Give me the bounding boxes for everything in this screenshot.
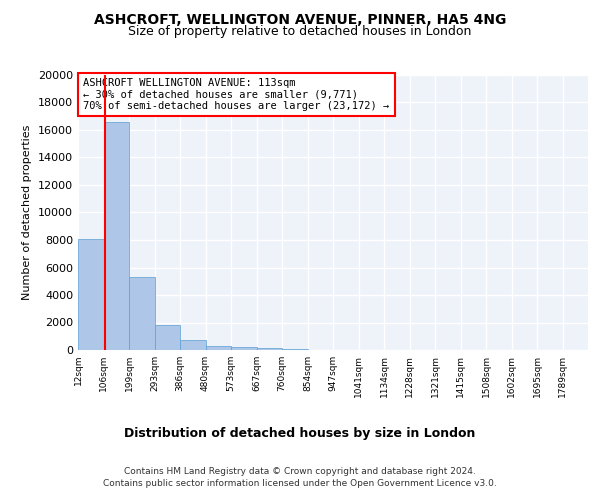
Text: Distribution of detached houses by size in London: Distribution of detached houses by size … [124, 428, 476, 440]
Bar [231, 348, 257, 350]
Bar [155, 325, 180, 350]
Text: Size of property relative to detached houses in London: Size of property relative to detached ho… [128, 25, 472, 38]
Text: Contains public sector information licensed under the Open Government Licence v3: Contains public sector information licen… [103, 479, 497, 488]
Bar [180, 340, 205, 350]
Text: ASHCROFT, WELLINGTON AVENUE, PINNER, HA5 4NG: ASHCROFT, WELLINGTON AVENUE, PINNER, HA5… [94, 12, 506, 26]
Bar [282, 349, 308, 350]
Bar [205, 346, 231, 350]
Bar [78, 238, 104, 350]
Bar [104, 122, 129, 350]
Bar [129, 277, 155, 350]
Y-axis label: Number of detached properties: Number of detached properties [22, 125, 32, 300]
Text: Contains HM Land Registry data © Crown copyright and database right 2024.: Contains HM Land Registry data © Crown c… [124, 468, 476, 476]
Bar [257, 348, 282, 350]
Text: ASHCROFT WELLINGTON AVENUE: 113sqm
← 30% of detached houses are smaller (9,771)
: ASHCROFT WELLINGTON AVENUE: 113sqm ← 30%… [83, 78, 389, 111]
